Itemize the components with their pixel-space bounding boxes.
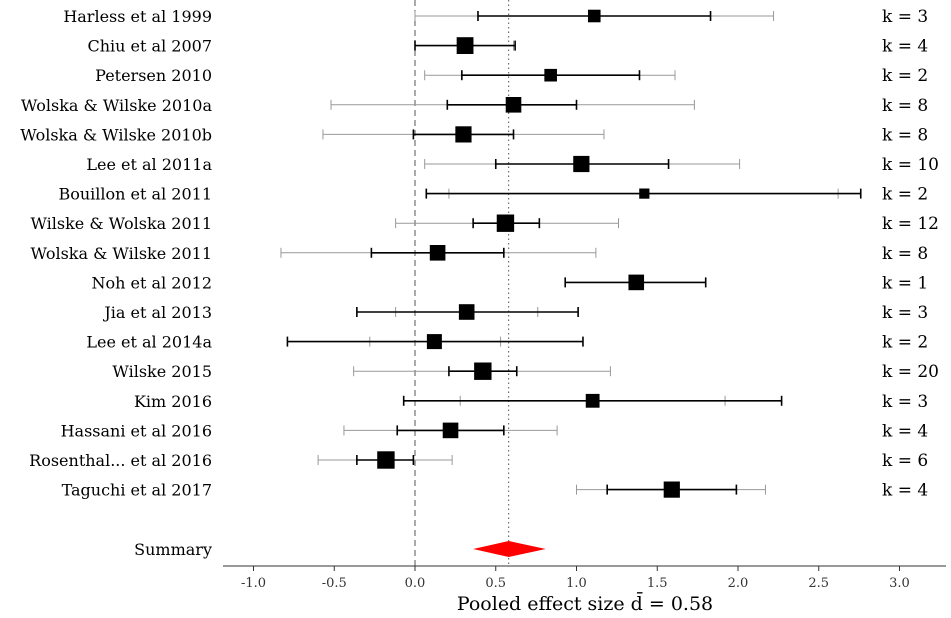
study-k-label: k = 20 — [882, 362, 939, 382]
effect-size-box — [505, 97, 522, 113]
x-tick-label: -0.5 — [322, 576, 347, 591]
study-k-label: k = 3 — [882, 7, 928, 27]
study-label: Petersen 2010 — [95, 66, 212, 85]
effect-size-box — [573, 155, 590, 173]
x-tick-label: 2.0 — [728, 576, 749, 591]
effect-size-box — [628, 274, 645, 291]
effect-size-box — [442, 422, 459, 439]
study-label: Lee et al 2011a — [86, 155, 212, 174]
effect-size-box — [458, 304, 475, 320]
study-row: Harless et al 1999 k = 3 — [63, 7, 928, 27]
study-k-label: k = 8 — [882, 125, 928, 145]
effect-size-box — [496, 214, 515, 232]
effect-size-box — [474, 362, 492, 380]
study-row: Wilske 2015 k = 20 — [112, 362, 939, 382]
study-row: Taguchi et al 2017 k = 4 — [62, 481, 929, 501]
effect-size-box — [585, 393, 600, 408]
study-k-label: k = 4 — [882, 37, 928, 57]
x-tick-label: 1.5 — [647, 576, 668, 591]
study-label: Harless et al 1999 — [63, 7, 212, 26]
guide-lines — [414, 0, 510, 566]
x-tick-label: -1.0 — [241, 576, 266, 591]
study-rows: Harless et al 1999 k = 3 Chiu et al 2007 k … — [20, 7, 939, 501]
effect-size-box — [377, 451, 395, 469]
summary-label: Summary — [134, 540, 212, 559]
study-k-label: k = 2 — [882, 333, 928, 353]
summary-diamond — [473, 541, 546, 557]
study-row: Kim 2016 k = 3 — [134, 392, 928, 412]
summary-row: Summary — [134, 540, 546, 559]
effect-size-box — [456, 37, 474, 54]
study-row: Wilske & Wolska 2011 k = 12 — [30, 214, 939, 234]
study-row: Petersen 2010 k = 2 — [95, 66, 928, 86]
study-row: Lee et al 2014a k = 2 — [86, 333, 928, 353]
effect-size-box — [455, 126, 472, 143]
effect-size-box — [663, 481, 680, 498]
study-label: Noh et al 2012 — [92, 273, 212, 292]
effect-size-box — [429, 245, 446, 261]
study-k-label: k = 6 — [882, 451, 928, 471]
x-tick-label: 2.5 — [808, 576, 829, 591]
study-label: Rosenthal... et al 2016 — [29, 451, 212, 470]
study-row: Wolska & Wilske 2010a k = 8 — [21, 96, 928, 116]
x-tick-label: 1.0 — [566, 576, 587, 591]
study-row: Chiu et al 2007 k = 4 — [88, 37, 929, 57]
study-row: Lee et al 2011a k = 10 — [86, 155, 939, 175]
study-label: Hassani et al 2016 — [61, 421, 212, 440]
study-label: Kim 2016 — [134, 392, 212, 411]
x-tick-label: 0.0 — [405, 576, 426, 591]
study-label: Lee et al 2014a — [86, 333, 212, 352]
effect-size-box — [426, 334, 442, 350]
study-k-label: k = 4 — [882, 421, 928, 441]
study-row: Rosenthal... et al 2016 k = 6 — [29, 451, 928, 471]
study-row: Wolska & Wilske 2010b k = 8 — [20, 125, 928, 145]
study-label: Wolska & Wilske 2010a — [21, 96, 213, 115]
study-row: Wolska & Wilske 2011 k = 8 — [30, 244, 928, 264]
x-tick-label: 3.0 — [889, 576, 910, 591]
effect-size-box — [639, 188, 650, 199]
study-k-label: k = 2 — [882, 66, 928, 86]
study-k-label: k = 8 — [882, 96, 928, 116]
study-k-label: k = 4 — [882, 481, 928, 501]
study-row: Hassani et al 2016 k = 4 — [61, 421, 929, 441]
study-label: Wolska & Wilske 2011 — [30, 244, 212, 263]
x-tick-label: 0.5 — [485, 576, 506, 591]
study-k-label: k = 10 — [882, 155, 939, 175]
x-axis: -1.0 -0.5 0.0 0.5 1.0 1.5 2.0 2.5 3.0 — [223, 565, 946, 591]
study-k-label: k = 3 — [882, 392, 928, 412]
study-label: Taguchi et al 2017 — [62, 481, 212, 500]
x-axis-title: Pooled effect size d̄ = 0.58 — [457, 591, 713, 615]
study-label: Jia et al 2013 — [102, 303, 212, 322]
study-label: Wilske 2015 — [112, 362, 212, 381]
study-k-label: k = 1 — [882, 273, 928, 293]
study-label: Wolska & Wilske 2010b — [20, 125, 212, 144]
study-k-label: k = 8 — [882, 244, 928, 264]
study-label: Bouillon et al 2011 — [58, 185, 212, 204]
study-k-label: k = 12 — [882, 214, 939, 234]
effect-size-box — [544, 68, 557, 82]
study-row: Noh et al 2012 k = 1 — [92, 273, 929, 293]
effect-size-box — [587, 9, 601, 23]
study-row: Bouillon et al 2011 k = 2 — [58, 185, 928, 205]
study-row: Jia et al 2013 k = 3 — [102, 303, 928, 323]
study-label: Wilske & Wolska 2011 — [30, 214, 212, 233]
study-label: Chiu et al 2007 — [88, 37, 213, 56]
study-k-label: k = 3 — [882, 303, 928, 323]
study-k-label: k = 2 — [882, 185, 928, 205]
